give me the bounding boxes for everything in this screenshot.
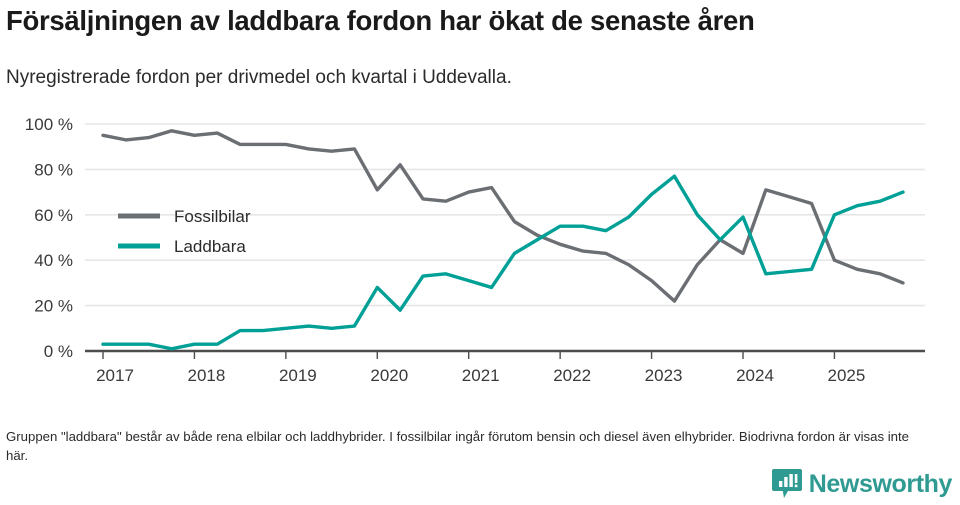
gridlines — [85, 123, 925, 307]
y-tick-label: 60 % — [34, 206, 73, 225]
series-line-laddbara — [101, 174, 905, 351]
y-tick-label: 80 % — [34, 160, 73, 179]
series-line-fossilbilar — [101, 129, 905, 303]
brand-logo: Newsworthy — [771, 468, 953, 500]
series-lines — [101, 129, 905, 351]
x-axis-ticks — [102, 351, 836, 359]
y-tick-label: 40 % — [34, 251, 73, 270]
brand-name: Newsworthy — [808, 470, 953, 498]
x-tick-label: 2022 — [553, 366, 591, 385]
chart-container: 0 % 20 % 40 % 60 % 80 % 100 % 2017 2018 2019 202… — [0, 108, 960, 398]
x-tick-label: 2021 — [462, 366, 500, 385]
x-tick-label: 2025 — [828, 366, 866, 385]
x-tick-label: 2023 — [645, 366, 683, 385]
x-tick-label: 2024 — [736, 366, 774, 385]
legend-label: Laddbara — [174, 237, 246, 256]
line-chart: 0 % 20 % 40 % 60 % 80 % 100 % 2017 2018 2019 202… — [25, 115, 925, 385]
chart-legend: Fossilbilar Laddbara — [118, 207, 251, 256]
x-tick-label: 2018 — [188, 366, 226, 385]
y-tick-label: 100 % — [25, 115, 73, 134]
x-tick-label: 2017 — [96, 366, 134, 385]
page-subtitle: Nyregistrerade fordon per drivmedel och … — [6, 67, 512, 88]
y-axis-labels: 0 % 20 % 40 % 60 % 80 % 100 % — [25, 115, 73, 361]
newsworthy-mark-icon — [771, 469, 802, 498]
footnote: Gruppen "laddbara" består av både rena e… — [6, 429, 909, 463]
x-tick-label: 2020 — [370, 366, 408, 385]
x-tick-label: 2019 — [279, 366, 317, 385]
y-tick-label: 0 % — [44, 342, 73, 361]
page-title: Försäljningen av laddbara fordon har öka… — [6, 5, 755, 36]
legend-label: Fossilbilar — [174, 207, 251, 226]
x-axis-labels: 2017 2018 2019 2020 2021 2022 2023 2024 2025 — [96, 366, 865, 385]
y-tick-label: 20 % — [34, 297, 73, 316]
